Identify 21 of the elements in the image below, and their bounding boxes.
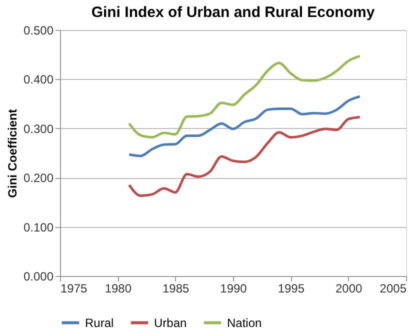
y-tick-label: 0.500 xyxy=(23,24,54,38)
x-tick-label: 1990 xyxy=(220,282,248,296)
x-tick-label: 1985 xyxy=(162,282,190,296)
legend-label: Urban xyxy=(154,316,187,330)
y-tick-label: 0.200 xyxy=(23,171,54,186)
legend-label: Nation xyxy=(227,316,262,330)
line-series xyxy=(128,116,362,198)
y-tick-label: 0.000 xyxy=(23,270,54,284)
line-series xyxy=(128,54,362,139)
legend-label: Rural xyxy=(85,316,114,330)
chart-title: Gini Index of Urban and Rural Economy xyxy=(91,4,376,21)
y-tick-label: 0.100 xyxy=(23,220,54,234)
y-tick-label: 0.300 xyxy=(23,122,54,136)
x-tick-label: 1995 xyxy=(278,282,305,296)
x-tick-label: 1975 xyxy=(60,282,88,296)
line-series xyxy=(128,95,362,158)
x-tick-label: 2000 xyxy=(335,282,363,296)
y-axis-title: Gini Coefficient xyxy=(5,109,20,198)
y-tick-label: 0.400 xyxy=(23,72,54,87)
x-tick-label: 1980 xyxy=(104,282,132,296)
x-tick-label: 2005 xyxy=(380,282,407,296)
